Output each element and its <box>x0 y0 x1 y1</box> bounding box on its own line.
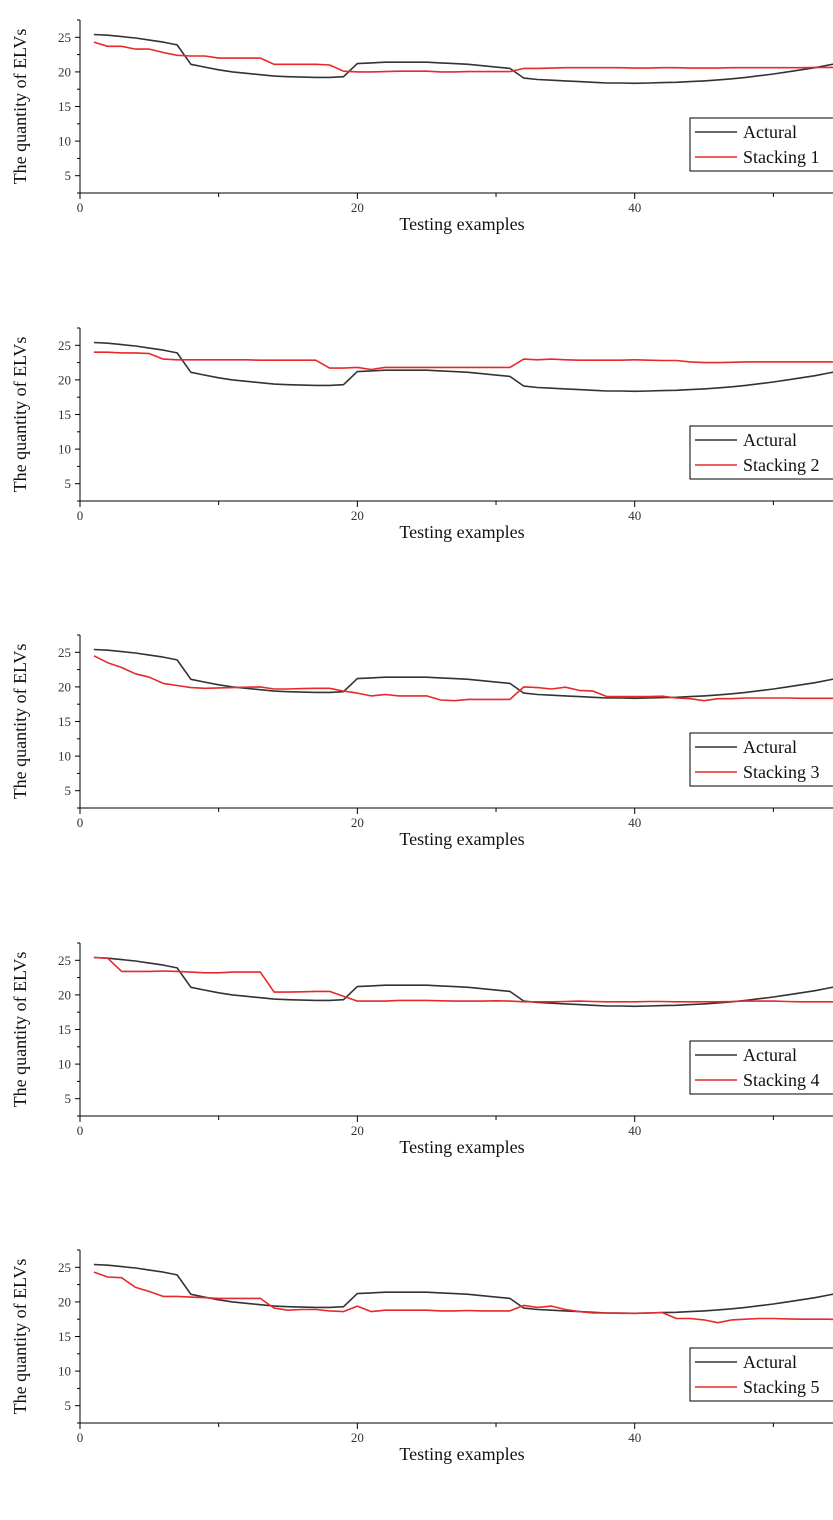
stacking-series-line <box>93 655 833 702</box>
x-tick-label: 20 <box>351 508 364 523</box>
legend-box <box>689 1347 833 1402</box>
y-tick-label: 20 <box>58 372 71 387</box>
x-tick-label: 0 <box>77 815 84 830</box>
x-tick-label: 0 <box>77 1123 84 1138</box>
legend-label: Actural <box>743 1045 797 1065</box>
x-axis-title: Testing examples <box>399 522 524 542</box>
x-tick-label: 20 <box>351 200 364 215</box>
legend: Actural Stacking 5 <box>689 1347 833 1402</box>
x-tick-label: 40 <box>628 200 641 215</box>
legend-label: Actural <box>743 430 797 450</box>
legend-label: Stacking 4 <box>743 1070 820 1090</box>
y-tick-label: 20 <box>58 987 71 1002</box>
y-tick-label: 15 <box>58 99 71 114</box>
chart-panel-2: 5 10 15 20 25 0 20 40 Testing examples The quanti… <box>10 327 833 542</box>
y-axis-title: The quantity of ELVs <box>10 29 30 185</box>
x-tick-label: 40 <box>628 815 641 830</box>
x-axis-title: Testing examples <box>399 214 524 234</box>
x-axis-title: Testing examples <box>399 829 524 849</box>
x-tick-label: 20 <box>351 1123 364 1138</box>
y-axis-title: The quantity of ELVs <box>10 951 30 1107</box>
y-tick-label: 15 <box>58 1329 71 1344</box>
legend-label: Stacking 3 <box>743 762 820 782</box>
x-axis-title: Testing examples <box>399 1137 524 1157</box>
actual-series-line <box>93 648 833 700</box>
chart-panel-5: 5 10 15 20 25 0 20 40 Testing examples The quanti… <box>10 1249 833 1464</box>
y-tick-label: 5 <box>65 476 72 491</box>
y-tick-label: 25 <box>58 30 71 45</box>
y-tick-label: 10 <box>58 1364 71 1379</box>
stacking-series-line <box>93 956 833 1003</box>
y-tick-label: 10 <box>58 134 71 149</box>
x-tick-label: 40 <box>628 1430 641 1445</box>
legend-label: Stacking 2 <box>743 455 820 475</box>
x-tick-label: 0 <box>77 1430 84 1445</box>
y-tick-label: 25 <box>58 952 71 967</box>
legend-box <box>689 425 833 479</box>
stacking-series-line <box>93 350 833 370</box>
y-tick-label: 10 <box>58 749 71 764</box>
legend-label: Actural <box>743 122 797 142</box>
legend-box <box>689 1040 833 1094</box>
legend-label: Stacking 1 <box>743 147 820 167</box>
x-tick-label: 20 <box>351 1430 364 1445</box>
legend-label: Actural <box>743 1352 797 1372</box>
actual-series-line <box>93 341 833 392</box>
stacking-series-line <box>93 41 833 73</box>
legend-box <box>689 732 833 787</box>
legend: Actural Stacking 3 <box>689 732 833 787</box>
x-tick-label: 0 <box>77 508 84 523</box>
legend-box <box>689 117 833 172</box>
y-tick-label: 5 <box>65 168 72 183</box>
x-tick-label: 0 <box>77 200 84 215</box>
y-tick-label: 15 <box>58 1022 71 1037</box>
charts-figure: 5 10 15 20 25 0 20 40 Testing examples The quanti… <box>10 19 833 1464</box>
x-tick-label: 40 <box>628 1123 641 1138</box>
legend: Actural Stacking 1 <box>689 117 833 172</box>
y-axis-title: The quantity of ELVs <box>10 336 30 492</box>
chart-panel-3: 5 10 15 20 25 0 20 40 Testing examples The quanti… <box>10 634 833 849</box>
chart-panel-4: 5 10 15 20 25 0 20 40 Testing examples The quanti… <box>10 942 833 1157</box>
y-tick-label: 20 <box>58 64 71 79</box>
y-tick-label: 25 <box>58 337 71 352</box>
legend-label: Stacking 5 <box>743 1377 820 1397</box>
chart-panel-1: 5 10 15 20 25 0 20 40 Testing examples The quanti… <box>10 19 833 234</box>
actual-series-line <box>93 956 833 1007</box>
y-axis-title: The quantity of ELVs <box>10 1259 30 1415</box>
actual-series-line <box>93 33 833 85</box>
x-tick-label: 20 <box>351 815 364 830</box>
y-axis-title: The quantity of ELVs <box>10 644 30 800</box>
legend: Actural Stacking 2 <box>689 425 833 479</box>
y-tick-label: 25 <box>58 645 71 660</box>
y-tick-label: 15 <box>58 714 71 729</box>
y-tick-label: 10 <box>58 1056 71 1071</box>
x-tick-label: 40 <box>628 508 641 523</box>
y-tick-label: 5 <box>65 1398 72 1413</box>
actual-series-line <box>93 1263 833 1315</box>
stacking-series-line <box>93 1271 833 1324</box>
y-tick-label: 25 <box>58 1260 71 1275</box>
x-axis-title: Testing examples <box>399 1444 524 1464</box>
y-tick-label: 5 <box>65 1091 72 1106</box>
y-tick-label: 10 <box>58 441 71 456</box>
legend: Actural Stacking 4 <box>689 1040 833 1094</box>
legend-label: Actural <box>743 737 797 757</box>
y-tick-label: 20 <box>58 1294 71 1309</box>
y-tick-label: 20 <box>58 679 71 694</box>
y-tick-label: 15 <box>58 407 71 422</box>
y-tick-label: 5 <box>65 783 72 798</box>
